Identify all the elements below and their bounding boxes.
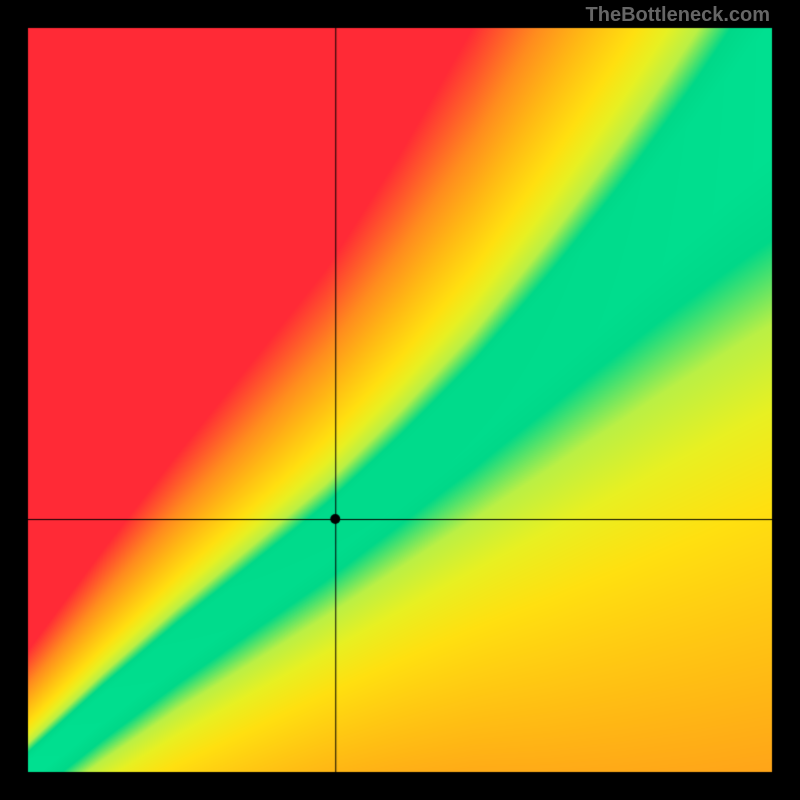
watermark-text: TheBottleneck.com: [586, 4, 770, 27]
heatmap-canvas: [0, 0, 800, 800]
chart-container: TheBottleneck.com: [0, 0, 800, 800]
